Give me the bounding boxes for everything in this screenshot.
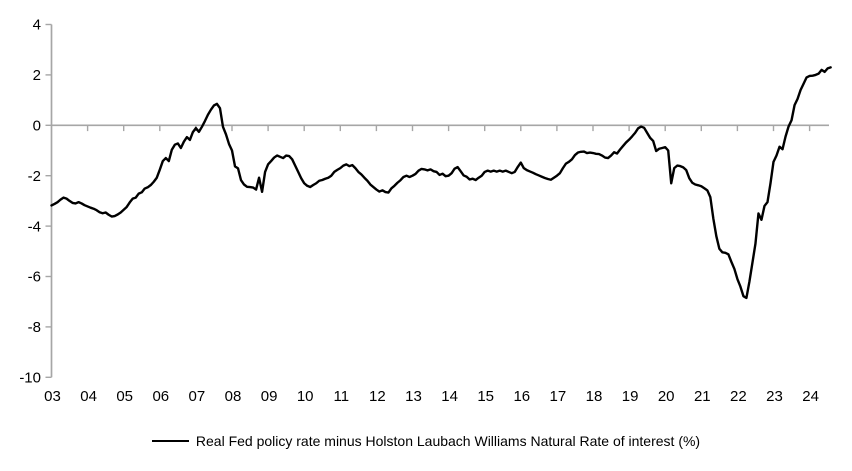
x-tick-label: 12 xyxy=(369,388,386,405)
x-tick-label: 21 xyxy=(694,388,711,405)
x-tick-label: 24 xyxy=(802,388,819,405)
x-tick-label: 03 xyxy=(44,388,61,405)
x-tick-label: 19 xyxy=(622,388,639,405)
x-tick-label: 04 xyxy=(80,388,97,405)
legend-line-sample xyxy=(151,440,189,442)
x-tick-label: 18 xyxy=(586,388,603,405)
y-tick-label: -10 xyxy=(19,370,41,387)
x-tick-label: 20 xyxy=(658,388,675,405)
x-tick-label: 13 xyxy=(405,388,422,405)
x-tick-label: 11 xyxy=(334,388,350,405)
x-tick-label: 07 xyxy=(189,388,206,405)
y-tick-label: -4 xyxy=(28,218,41,235)
x-tick-label: 15 xyxy=(477,388,494,405)
x-tick-label: 23 xyxy=(766,388,783,405)
y-tick-label: 4 xyxy=(33,17,41,34)
y-tick-label: -2 xyxy=(28,168,41,185)
y-tick-label: 0 xyxy=(33,118,41,135)
x-tick-label: 08 xyxy=(225,388,242,405)
x-tick-label: 09 xyxy=(261,388,278,405)
x-tick-label: 16 xyxy=(513,388,530,405)
series-line xyxy=(50,66,832,300)
legend: Real Fed policy rate minus Holston Lauba… xyxy=(0,431,852,451)
x-tick-label: 10 xyxy=(297,388,314,405)
y-tick-label: -8 xyxy=(28,319,41,336)
x-tick-label: 22 xyxy=(730,388,747,405)
y-tick-label: 2 xyxy=(33,67,41,84)
x-tick-label: 05 xyxy=(116,388,133,405)
y-tick-label: -6 xyxy=(28,269,41,286)
x-tick-label: 17 xyxy=(550,388,567,405)
legend-label: Real Fed policy rate minus Holston Lauba… xyxy=(195,433,701,449)
x-tick-label: 14 xyxy=(441,388,458,405)
x-tick-label: 06 xyxy=(152,388,169,405)
